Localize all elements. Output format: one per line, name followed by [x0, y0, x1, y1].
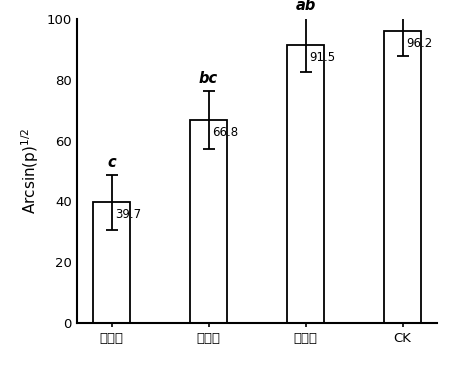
- Text: 66.8: 66.8: [212, 126, 239, 139]
- Bar: [287, 45, 324, 323]
- Text: 91.5: 91.5: [309, 51, 336, 64]
- Bar: [93, 202, 130, 323]
- Y-axis label: Arcsin(p)$^{1/2}$: Arcsin(p)$^{1/2}$: [19, 128, 41, 214]
- Text: bc: bc: [199, 71, 218, 87]
- Text: 39.7: 39.7: [115, 208, 142, 222]
- Bar: [190, 120, 227, 323]
- Bar: [384, 30, 421, 323]
- Text: ab: ab: [295, 0, 316, 13]
- Text: c: c: [107, 155, 116, 170]
- Text: 96.2: 96.2: [406, 36, 433, 50]
